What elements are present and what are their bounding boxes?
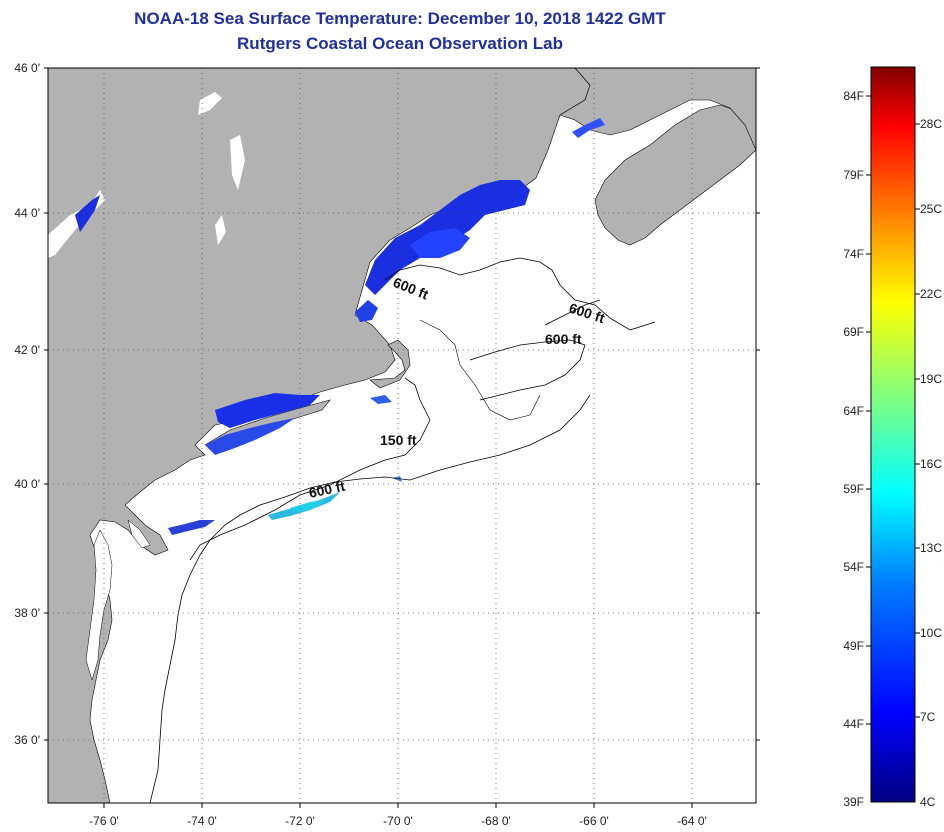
map-title: NOAA-18 Sea Surface Temperature: Decembe… [134,9,666,28]
sst-patch-bay-fundy [572,118,605,138]
lat-label: 36 0' [14,733,40,747]
scale-c-label: 7C [920,710,936,724]
lat-label: 40 0' [14,477,40,491]
lon-label: -64 0' [677,814,707,828]
scale-c-label: 22C [920,287,942,301]
sst-patch-cape-ann [355,300,378,322]
scale-c-label: 10C [920,626,942,640]
scale-f-label: 54F [843,560,864,574]
scale-f-label: 79F [843,168,864,182]
scale-f-label: 64F [843,404,864,418]
ticks [44,67,760,808]
contour-150ft [189,377,431,561]
sst-patch-li-sound [215,393,320,428]
sst-patch-maine-coast [75,195,100,232]
contour-gulf-maine [384,257,656,331]
contour-600ft-east [544,299,601,326]
contour-600ft-shelf [149,394,591,803]
scale-c-label: 28C [920,117,942,131]
lon-label: -72 0' [285,814,315,828]
contour-basin [419,319,541,421]
scale-c-label: 25C [920,202,942,216]
scale-f-label: 69F [843,325,864,339]
map-frame [47,67,757,804]
sst-patch-ri [370,395,392,404]
sst-patch-shelf-2 [290,500,325,512]
contour-label: 150 ft [380,432,417,448]
lat-label: 38 0' [14,606,40,620]
colorbar-ticks [866,95,920,725]
sst-patch-gulf-maine-2 [410,228,470,258]
lake-2 [230,135,245,190]
lat-label: 44 0' [14,206,40,220]
sst-patch-nj [168,520,215,535]
contour-label: 600 ft [545,331,582,347]
scale-c-label: 13C [920,541,942,555]
scale-f-label: 39F [843,795,864,809]
scale-c-label: 4C [920,795,936,809]
lon-label: -76 0' [89,814,119,828]
scale-f-label: 49F [843,639,864,653]
lon-label: -68 0' [481,814,511,828]
nova-scotia [594,104,756,246]
sst-patch-gb [392,476,402,482]
canada-north [559,68,756,151]
lon-label: -70 0' [383,814,413,828]
contour-label: 600 ft [307,478,346,501]
cape-cod [369,339,411,389]
lon-label: -66 0' [579,814,609,828]
map-subtitle: Rutgers Coastal Ocean Observation Lab [237,34,563,53]
scale-f-label: 84F [843,89,864,103]
sst-patch-li-south [205,418,295,455]
scale-f-label: 59F [843,482,864,496]
lake-1 [198,92,222,115]
delaware-bay [127,519,151,549]
scale-f-label: 44F [843,717,864,731]
temperature-colorbar [870,66,916,803]
lat-label: 42 0' [14,343,40,357]
lon-label: -74 0' [187,814,217,828]
scale-c-label: 16C [920,457,942,471]
lat-label: 46 0' [14,61,40,75]
graticule [48,68,756,803]
chesapeake-bay [85,529,113,681]
lake-4 [215,215,226,245]
scale-c-label: 19C [920,372,942,386]
contour-georges [469,339,586,401]
scale-f-label: 74F [843,247,864,261]
